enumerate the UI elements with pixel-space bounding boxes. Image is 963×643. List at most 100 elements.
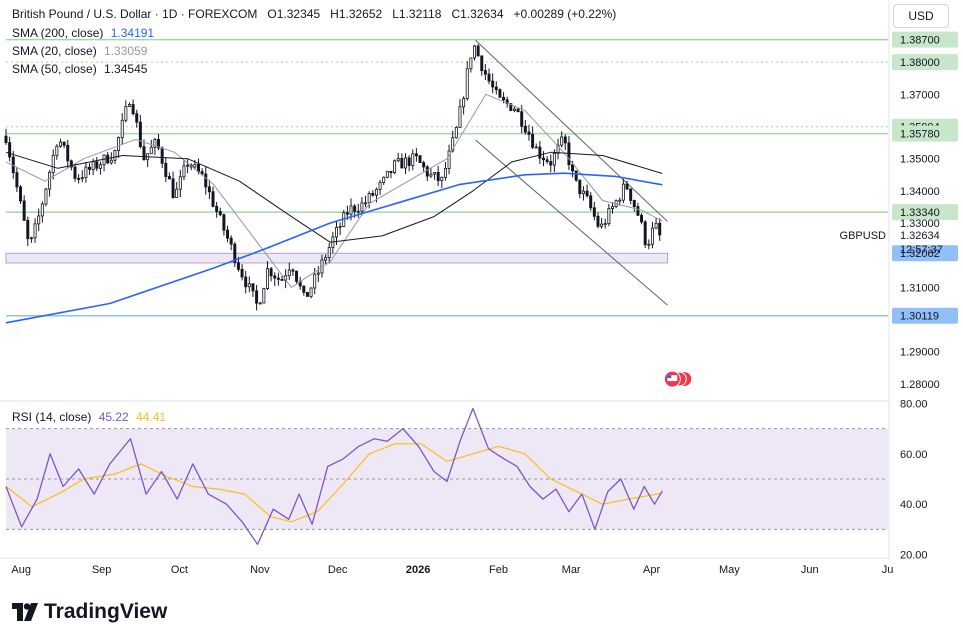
candle-body	[222, 214, 226, 231]
candle-body	[33, 223, 37, 239]
price-change: +0.00289 (+0.22%)	[513, 7, 617, 21]
candle-body	[578, 179, 582, 195]
candle-body	[487, 73, 491, 82]
candle	[66, 139, 70, 169]
candle-body	[335, 227, 338, 238]
price-tick-label: 1.38700	[900, 35, 940, 47]
candle-body	[491, 80, 495, 88]
price-tick: 1.35780	[892, 125, 958, 142]
candle-body	[186, 164, 190, 167]
candle	[425, 165, 429, 182]
candle-body	[473, 45, 476, 59]
candle-body	[585, 190, 589, 197]
candle	[545, 156, 549, 164]
candle	[218, 207, 222, 217]
sma20-legend[interactable]: SMA (20, close) 1.33059	[12, 44, 147, 58]
candle-body	[643, 221, 647, 246]
symbol-label: GBPUSD	[840, 230, 887, 242]
candle-body	[160, 147, 164, 164]
candle-body	[302, 285, 306, 293]
candle	[233, 241, 237, 267]
tradingview-logo[interactable]: TradingView	[12, 600, 167, 624]
candle	[182, 159, 186, 181]
candle-body	[80, 177, 84, 179]
candle	[480, 55, 484, 76]
sma200-value: 1.34191	[110, 26, 155, 40]
candle	[400, 153, 404, 169]
candle	[102, 154, 106, 172]
price-tick-label: 1.37000	[900, 89, 940, 101]
candle	[167, 172, 171, 180]
candle-body	[193, 164, 197, 168]
candle	[454, 126, 458, 139]
candle	[58, 138, 62, 148]
candle	[422, 160, 426, 172]
candle-body	[55, 145, 59, 156]
candle-body	[607, 208, 611, 225]
time-tick-label: Aug	[11, 564, 31, 576]
candle-body	[509, 103, 513, 111]
candle-body	[443, 168, 447, 178]
candle-body	[51, 154, 55, 173]
candle-body	[182, 165, 186, 178]
price-tick-label: 1.33000	[900, 218, 940, 230]
rsi-ma-value: 44.41	[136, 410, 167, 424]
candle-body	[534, 146, 538, 149]
candle	[414, 148, 418, 162]
price-tick-label: 1.33340	[900, 207, 940, 219]
candle-body	[265, 268, 269, 289]
currency-button[interactable]: USD	[893, 4, 949, 28]
support-zone	[5, 252, 668, 264]
rsi-value: 45.22	[98, 410, 129, 424]
candle-body	[44, 188, 48, 205]
candle	[84, 162, 88, 183]
candle	[222, 213, 226, 236]
symbol-title: British Pound / U.S. Dollar · 1D · FOREX…	[12, 7, 258, 21]
time-tick-label: Nov	[250, 564, 270, 576]
candle	[487, 68, 491, 85]
candle	[207, 179, 211, 200]
tradingview-logo-icon	[12, 603, 38, 621]
candle	[335, 220, 338, 245]
sma50-legend[interactable]: SMA (50, close) 1.34545	[12, 62, 147, 76]
candle-body	[353, 205, 357, 212]
candle	[367, 191, 371, 209]
candle	[523, 120, 527, 135]
candle	[607, 203, 611, 227]
candle-body	[196, 164, 200, 173]
time-tick-label: Feb	[489, 564, 508, 576]
rsi-legend[interactable]: RSI (14, close) 45.22 44.41	[12, 410, 166, 424]
rsi-line	[5, 407, 663, 546]
price-tick: 1.33340	[892, 204, 958, 221]
candle	[302, 285, 306, 296]
candle-body	[109, 159, 113, 164]
candle	[226, 225, 230, 243]
candle-body	[26, 219, 30, 240]
candle	[186, 159, 190, 174]
candle	[436, 166, 440, 186]
price-marker-label: 1.30119	[900, 311, 939, 323]
candle-body	[157, 138, 161, 149]
candle-body	[22, 200, 26, 221]
candle-body	[389, 170, 393, 174]
candle-body	[120, 119, 124, 138]
candle	[578, 179, 582, 199]
candle	[298, 276, 302, 290]
candle	[22, 195, 26, 221]
candle	[611, 201, 614, 214]
candle-body	[425, 166, 429, 177]
candle-body	[233, 243, 237, 264]
candle	[560, 131, 564, 148]
time-tick-label: Dec	[328, 564, 348, 576]
candle-body	[422, 162, 426, 168]
candle-body	[476, 45, 480, 57]
candle-body	[98, 164, 102, 169]
candle-body	[171, 178, 175, 199]
candle-body	[280, 278, 284, 281]
price-tick-bg	[892, 54, 958, 71]
candle-body	[324, 257, 328, 261]
candle	[552, 149, 556, 173]
sma200-legend[interactable]: SMA (200, close) 1.34191	[12, 26, 154, 40]
candle	[396, 152, 400, 163]
price-chart[interactable]: 1.387001.380001.370001.359941.357801.350…	[0, 0, 963, 590]
